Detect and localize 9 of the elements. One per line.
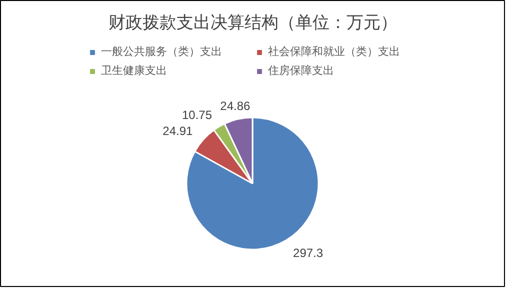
data-label: 297.3 xyxy=(293,246,324,260)
data-label: 24.86 xyxy=(220,98,251,113)
legend-label: 社会保障和就业（类）支出 xyxy=(268,44,401,59)
chart-title: 财政拨款支出决算结构（单位：万元） xyxy=(108,13,398,32)
legend-label: 卫生健康支出 xyxy=(101,63,168,78)
legend-label: 一般公共服务（类）支出 xyxy=(101,44,223,59)
data-label: 10.75 xyxy=(182,108,212,122)
data-label: 24.91 xyxy=(162,124,194,138)
legend-label: 住房保障支出 xyxy=(268,63,335,78)
